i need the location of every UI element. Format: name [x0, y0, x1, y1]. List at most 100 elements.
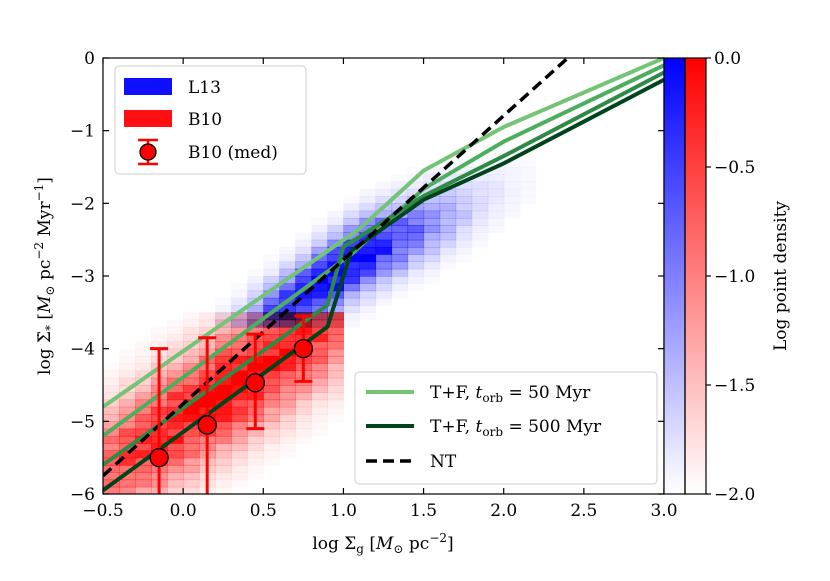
l13-density-bin [343, 283, 360, 292]
b10-density-bin [231, 392, 248, 401]
b10-density-bin [167, 363, 184, 372]
b10-density-bin [295, 414, 312, 422]
l13-density-bin [455, 174, 473, 183]
b10-density-bin [167, 443, 184, 451]
l13-density-bin [439, 196, 457, 204]
l13-density-bin [215, 305, 232, 313]
b10-density-bin [231, 406, 248, 415]
b10-density-bin [119, 349, 136, 357]
b10-density-bin [327, 385, 344, 393]
l13-density-bin [311, 319, 328, 328]
l13-density-bin [472, 240, 489, 248]
b10-density-bin [327, 341, 344, 350]
b10-density-bin [183, 464, 200, 473]
legend-marker-b10-med [138, 138, 158, 166]
l13-density-bin [487, 188, 505, 197]
b10-density-bin [311, 385, 328, 393]
b10-density-bin [135, 406, 152, 415]
l13-density-bin [439, 188, 457, 197]
b10-density-bin [279, 377, 296, 386]
b10-density-bin [231, 370, 248, 379]
x-tick-label: 3.0 [650, 501, 677, 521]
b10-density-bin [247, 443, 264, 451]
b10-density-bin [215, 392, 232, 401]
l13-density-bin [407, 239, 425, 248]
l13-density-bin [231, 312, 248, 321]
legend-label-b10-med: B10 (med) [188, 143, 278, 163]
l13-density-bin [295, 290, 312, 299]
b10-density-bin [279, 334, 296, 342]
l13-density-bin [231, 305, 248, 313]
b10-density-bin [263, 385, 280, 393]
b10-density-bin [231, 457, 248, 466]
b10-density-bin [103, 428, 120, 437]
l13-density-bin [503, 196, 521, 204]
b10-density-bin [183, 472, 200, 481]
b10-density-bin [167, 392, 184, 401]
b10-density-bin [215, 414, 232, 422]
b10-density-bin [103, 435, 120, 444]
model-line-tf-50 [103, 58, 664, 409]
b10-density-bin [327, 355, 344, 364]
b10-density-bin [247, 428, 264, 437]
l13-density-bin [471, 210, 489, 219]
b10-density-bin [167, 326, 184, 335]
b10-density-bin [119, 406, 136, 415]
b10-density-bin [295, 399, 312, 408]
b10-density-bin [167, 399, 184, 408]
l13-density-bin [359, 261, 377, 270]
b10-density-bin [103, 363, 120, 371]
b10-density-bin [263, 370, 280, 379]
b10-density-bin [119, 435, 136, 444]
l13-density-bin [279, 283, 296, 292]
l13-density-bin [295, 297, 312, 306]
b10-density-bin [167, 348, 184, 357]
b10-density-bin [135, 363, 152, 372]
b10-density-bin [279, 370, 296, 379]
l13-density-bin [263, 261, 280, 270]
nt-line [103, 58, 569, 478]
l13-density-bin [391, 261, 409, 270]
l13-density-bin [231, 319, 248, 328]
l13-density-bin [455, 167, 473, 175]
b10-density-bin [183, 428, 200, 437]
b10-density-bin [263, 450, 280, 458]
legend-swatch-b10 [124, 110, 172, 127]
l13-density-bin [343, 254, 360, 263]
colorbar-tick-label: 0.0 [714, 49, 741, 69]
b10-density-bin [263, 428, 280, 437]
l13-density-bin [391, 225, 409, 233]
l13-density-bin [311, 297, 328, 306]
y-tick-label: −3 [70, 267, 95, 287]
b10-density-bin [135, 355, 152, 364]
l13-density-bin [311, 261, 328, 270]
l13-density-bin [327, 319, 344, 328]
l13-density-bin [247, 283, 264, 292]
b10-density-bin [215, 334, 232, 342]
b10-density-bin [247, 457, 264, 466]
l13-density-bin [439, 225, 457, 233]
l13-density-bin [311, 268, 328, 277]
l13-density-bin [343, 210, 360, 219]
b10-density-bin [103, 385, 120, 393]
l13-density-bin [455, 196, 473, 204]
b10-density-bin [167, 334, 184, 342]
l13-density-bin [503, 167, 521, 175]
l13-density-bin [488, 218, 505, 226]
l13-density-bin [391, 181, 409, 190]
b10-density-bin [135, 450, 152, 459]
b10-density-bin [103, 443, 120, 451]
l13-density-bin [295, 239, 312, 248]
b10-density-bin [311, 341, 328, 350]
b10-density-bin [279, 414, 296, 422]
l13-density-bin [407, 188, 425, 197]
b10-density-bin [279, 428, 296, 437]
l13-density-bin [439, 217, 457, 226]
l13-density-bin [343, 217, 360, 226]
b10-density-bin [311, 406, 328, 415]
b10-density-bin [231, 472, 248, 481]
l13-density-bin [263, 297, 280, 306]
l13-density-bin [391, 239, 409, 248]
l13-density-bin [311, 225, 328, 233]
b10-density-bin [279, 450, 296, 458]
